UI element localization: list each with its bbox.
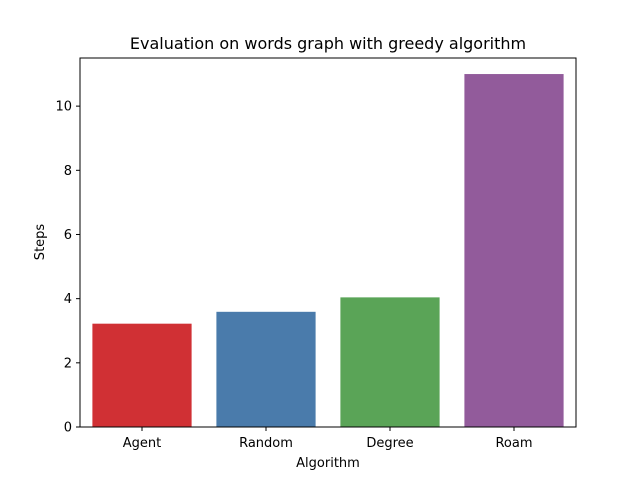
y-tick-label: 6: [64, 228, 72, 243]
bar-random: [216, 311, 316, 427]
x-axis: Agent Random Degree Roam: [123, 427, 533, 451]
chart-title: Evaluation on words graph with greedy al…: [130, 34, 526, 53]
y-tick-label: 0: [64, 421, 72, 436]
y-tick-label: 2: [64, 356, 72, 371]
y-tick-label: 4: [64, 292, 72, 307]
y-tick-label: 10: [55, 100, 72, 115]
x-tick-label: Roam: [495, 436, 532, 451]
y-axis-label: Steps: [33, 224, 48, 261]
bar-degree: [340, 297, 440, 427]
x-tick-label: Random: [239, 436, 293, 451]
bar-roam: [464, 74, 564, 427]
x-tick-label: Degree: [366, 436, 413, 451]
bar-agent: [92, 323, 192, 427]
x-tick-label: Agent: [123, 436, 161, 451]
bars-layer: [92, 74, 564, 427]
x-axis-label: Algorithm: [296, 456, 360, 471]
plot-frame: [79, 57, 577, 428]
y-tick-label: 8: [64, 164, 72, 179]
y-axis: 0 2 4 6 8 10: [55, 100, 80, 436]
